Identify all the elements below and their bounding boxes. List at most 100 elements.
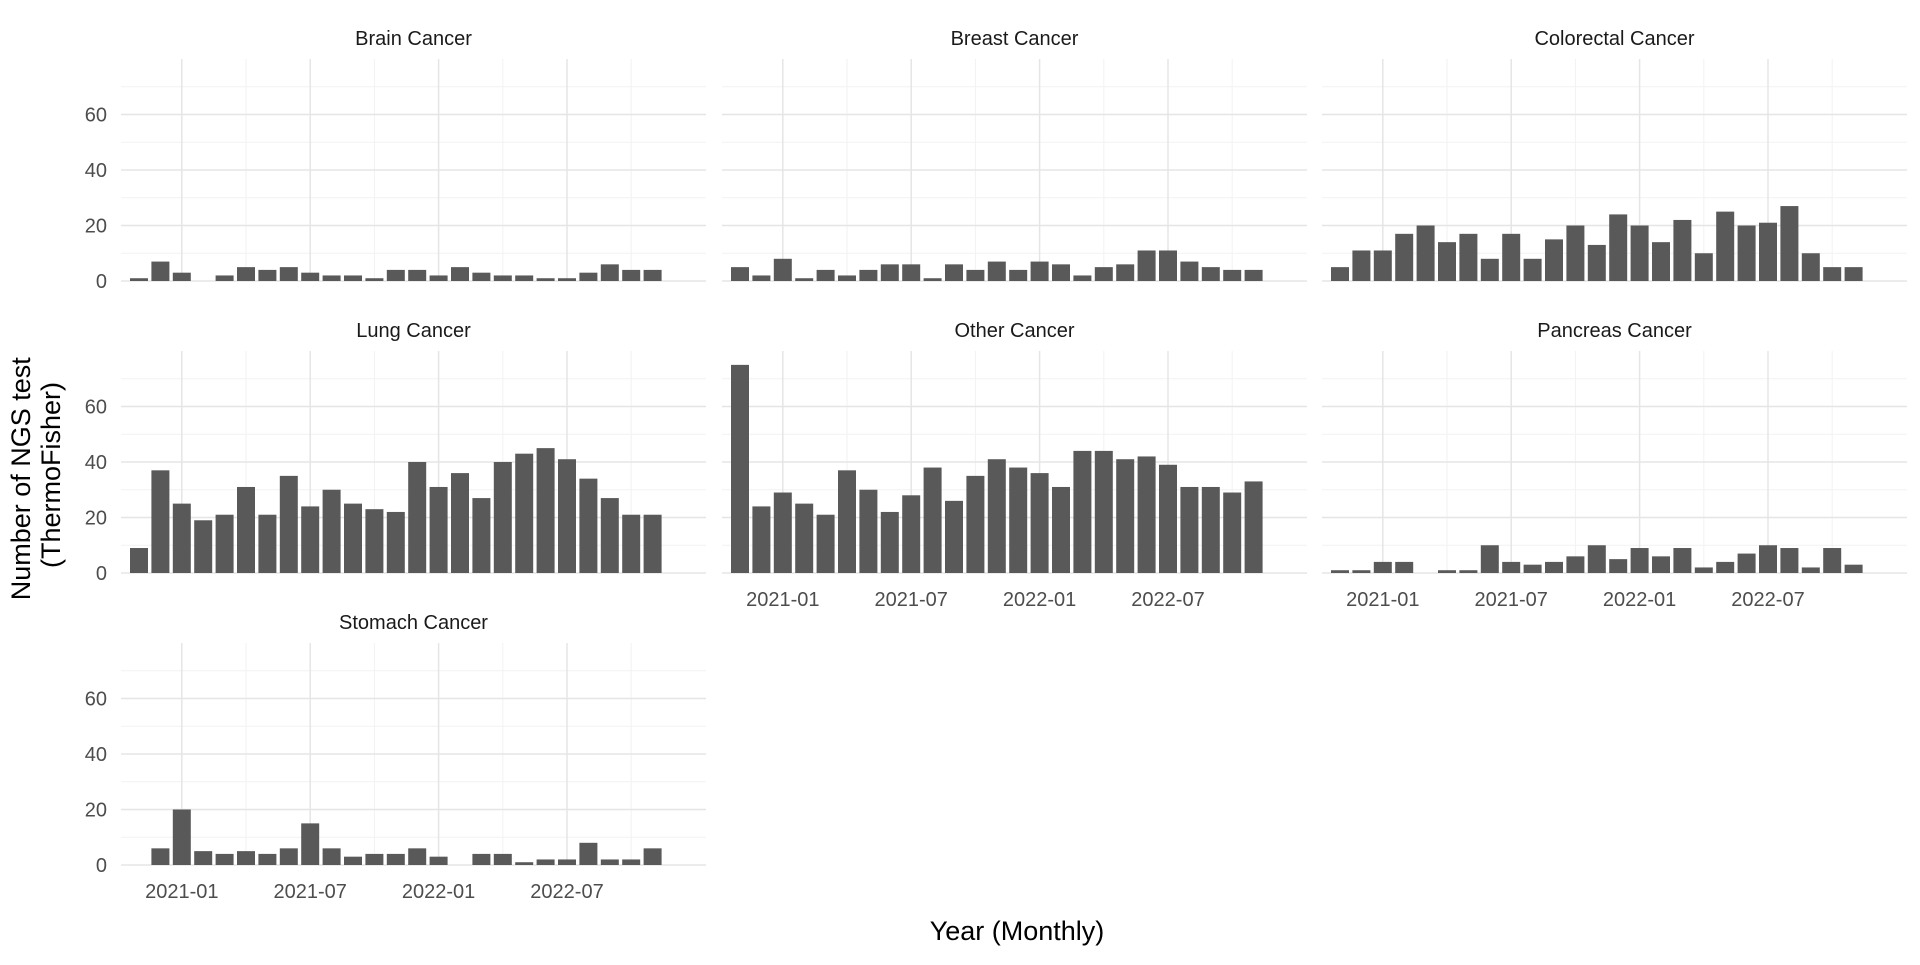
bar [301,823,320,865]
bar [1116,459,1135,573]
bar [429,856,448,865]
bar [451,473,469,573]
bar [1373,250,1392,281]
bar [945,500,963,573]
bar [258,514,277,573]
bar [301,506,320,573]
bar [429,275,448,281]
bar [151,470,170,573]
bar [408,269,427,281]
bar [1438,570,1456,573]
x-tick-label: 2022-01 [402,881,475,903]
bar [838,275,856,281]
facet-panels: Brain Cancer 0 20 40 60 Breast Cancer Colorect… [85,28,1907,903]
y-tick-label: 20 [85,216,107,238]
bar [1780,206,1799,281]
bar [1052,486,1070,573]
bar [536,448,555,573]
bar [600,498,619,573]
y-tick-label: 60 [85,105,107,127]
bar [322,275,341,281]
bar [1201,267,1220,281]
bar [643,269,662,281]
bar [859,489,878,573]
bar [622,269,641,281]
bar [1844,267,1863,281]
bar [258,269,277,281]
bar [408,848,427,865]
facet-panel: Other Cancer 2021-01 2021-07 2022-01 2022-07 [722,320,1307,611]
bar [1801,253,1820,281]
bar [987,459,1006,573]
bar [279,848,298,865]
bar [322,848,341,865]
facet-panel: Breast Cancer [722,28,1307,282]
bar [130,278,148,281]
bar [1116,264,1135,281]
bar [643,514,662,573]
bar [1502,233,1521,281]
facet-title: Brain Cancer [355,28,472,50]
facet-panel: Colorectal Cancer [1322,28,1907,282]
x-tick-label: 2022-01 [1603,589,1676,611]
bar [493,853,512,865]
bar [1673,219,1692,281]
x-tick-label: 2022-07 [1731,589,1804,611]
bar [643,848,662,865]
bar [1780,548,1799,573]
bar [1502,561,1521,573]
bar [1844,564,1863,573]
bar [1652,242,1670,281]
bar [493,275,512,281]
bar [1030,261,1049,281]
bar [1652,556,1670,573]
bar [151,848,170,865]
bar [558,278,576,281]
bar [966,269,985,281]
bar [1094,450,1113,573]
bar [215,853,234,865]
bar [237,267,255,281]
bar [429,486,448,573]
bar [558,859,576,865]
bar [923,467,942,573]
bar [731,267,749,281]
bar [1823,267,1842,281]
facet-title: Colorectal Cancer [1534,28,1694,50]
bar [1459,233,1478,281]
bar [451,267,469,281]
bar [1716,561,1735,573]
bar [1545,561,1563,573]
bar [579,842,598,865]
bar [1801,567,1820,573]
bar [172,809,191,865]
bar [1352,250,1371,281]
bar [386,269,405,281]
bar [558,459,576,573]
y-tick-label: 40 [85,160,107,182]
bar [1587,545,1606,573]
bar [172,503,191,573]
bar [838,470,856,573]
bar [536,278,555,281]
bar [1823,548,1842,573]
facet-title: Stomach Cancer [339,612,488,634]
x-tick-label: 2022-07 [1131,589,1204,611]
y-tick-label: 20 [85,508,107,530]
bar [472,272,491,281]
y-tick-label: 40 [85,744,107,766]
y-tick-label: 40 [85,452,107,474]
bar [386,853,405,865]
bar [1416,225,1435,281]
bar [344,856,362,865]
bar [816,514,835,573]
bar [1223,492,1242,573]
bar [1566,556,1585,573]
x-axis-title: Year (Monthly) [930,916,1105,946]
facet-title: Breast Cancer [951,28,1079,50]
bar [1609,214,1628,281]
bar [1331,570,1349,573]
bar [1609,559,1628,573]
y-tick-label: 60 [85,397,107,419]
